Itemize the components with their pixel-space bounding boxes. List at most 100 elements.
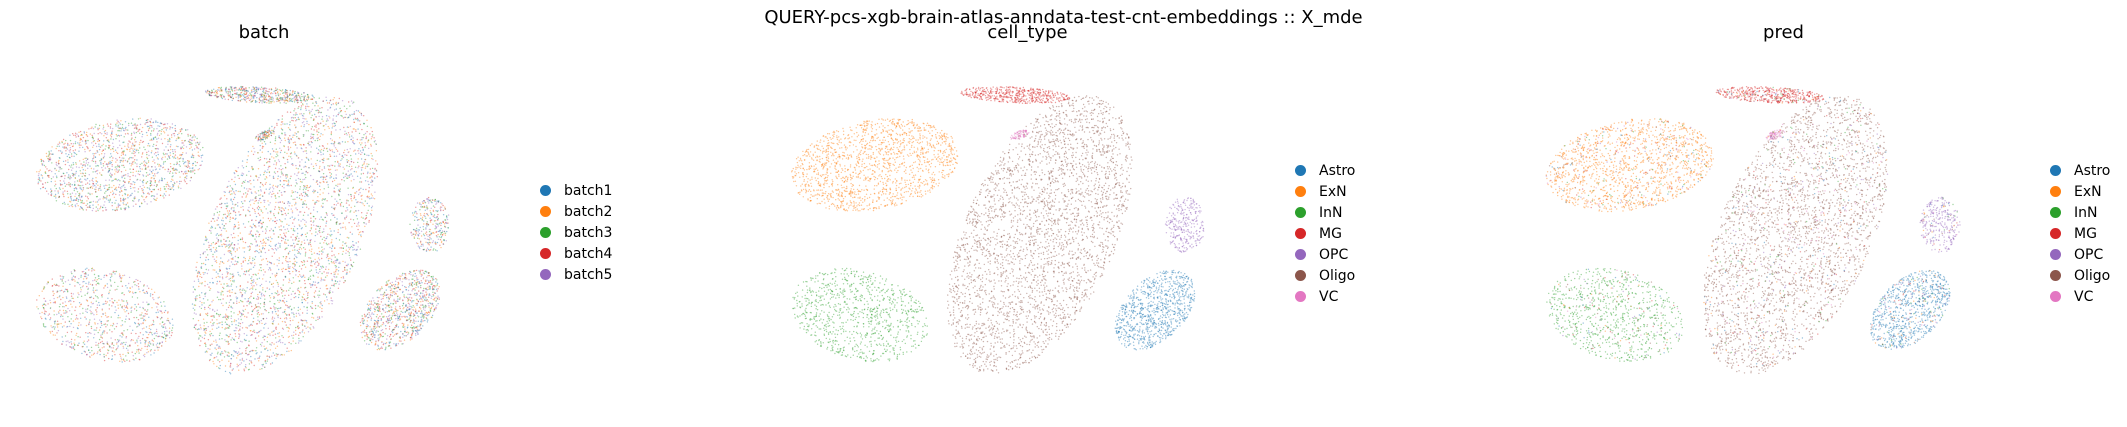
scatter-point [87, 147, 89, 150]
scatter-point [67, 316, 69, 318]
scatter-point [324, 216, 327, 219]
scatter-point [43, 286, 45, 288]
scatter-point [206, 312, 209, 314]
scatter-point [143, 318, 145, 321]
scatter-point [345, 273, 348, 275]
scatter-point [369, 172, 371, 174]
scatter-point [350, 259, 352, 261]
scatter-point [110, 155, 113, 157]
scatter-point [95, 142, 97, 145]
scatter-point [297, 177, 300, 180]
scatter-point [298, 240, 300, 242]
scatter-point [339, 233, 341, 236]
scatter-point [335, 121, 338, 123]
scatter-point [288, 267, 291, 269]
scatter-point [291, 245, 293, 247]
scatter-point [93, 314, 95, 316]
scatter-point [273, 354, 276, 356]
scatter-point [289, 317, 291, 319]
scatter-point [214, 310, 216, 313]
scatter-point [115, 168, 118, 170]
figure-suptitle: QUERY-pcs-xgb-brain-atlas-anndata-test-c… [0, 8, 2127, 28]
scatter-point [264, 366, 266, 368]
scatter-point [127, 197, 129, 199]
scatter-point [317, 264, 319, 267]
scatter-point [199, 313, 202, 315]
scatter-point [51, 146, 53, 148]
scatter-point [202, 146, 204, 149]
scatter-point [353, 197, 355, 200]
scatter-point [248, 345, 250, 347]
scatter-point [281, 268, 283, 271]
scatter-point [151, 191, 153, 193]
scatter-point [228, 278, 230, 280]
scatter-point [56, 284, 58, 287]
scatter-point [281, 327, 284, 329]
scatter-point [363, 162, 365, 164]
scatter-point [196, 141, 199, 143]
scatter-point [155, 328, 158, 331]
scatter-point [261, 242, 263, 244]
scatter-point [80, 199, 82, 202]
scatter-point [282, 267, 284, 270]
scatter-point [91, 142, 93, 144]
scatter-point [288, 335, 291, 338]
scatter-point [224, 191, 226, 193]
scatter-point [367, 139, 370, 141]
scatter-point [137, 337, 139, 339]
scatter-point [160, 122, 163, 125]
scatter-point [318, 264, 320, 266]
scatter-point [352, 244, 354, 246]
scatter-point [216, 327, 218, 329]
scatter-point [318, 170, 321, 173]
scatter-point [197, 151, 199, 153]
scatter-point [226, 315, 228, 317]
scatter-point [161, 345, 163, 347]
scatter-point [149, 185, 151, 187]
scatter-point [157, 188, 160, 191]
scatter-point [70, 292, 73, 295]
scatter-point [147, 129, 150, 132]
scatter-point [129, 148, 131, 151]
scatter-point [241, 165, 243, 167]
scatter-point [332, 284, 335, 287]
scatter-point [204, 334, 206, 336]
scatter-point [122, 153, 125, 156]
scatter-point [242, 301, 244, 303]
scatter-point [258, 221, 260, 223]
scatter-point [234, 183, 237, 186]
scatter-point [316, 109, 319, 111]
scatter-point [107, 166, 109, 168]
scatter-point [344, 280, 346, 282]
scatter-point [127, 175, 129, 177]
scatter-point [145, 195, 148, 198]
scatter-point [262, 289, 264, 291]
scatter-point [146, 292, 148, 294]
scatter-point [322, 177, 325, 179]
scatter-point [229, 220, 231, 223]
scatter-point [174, 151, 176, 153]
scatter-point [161, 178, 163, 180]
scatter-point [79, 146, 81, 149]
scatter-point [267, 349, 269, 352]
scatter-point [252, 199, 254, 201]
scatter-point [102, 210, 104, 212]
scatter-point [65, 344, 68, 346]
scatter-point [302, 296, 304, 299]
scatter-point [331, 255, 333, 257]
scatter-point [344, 116, 346, 119]
scatter-point [58, 163, 60, 165]
scatter-point [347, 117, 349, 119]
scatter-point [229, 250, 231, 252]
scatter-point [172, 168, 174, 170]
scatter-point [309, 144, 311, 146]
scatter-point [122, 198, 124, 201]
scatter-point [125, 285, 127, 287]
scatter-point [132, 181, 134, 183]
scatter-point [242, 309, 244, 311]
scatter-point [309, 212, 312, 215]
scatter-point [62, 187, 64, 190]
scatter-point [337, 287, 340, 289]
scatter-point [295, 333, 297, 335]
scatter-point [69, 151, 71, 153]
